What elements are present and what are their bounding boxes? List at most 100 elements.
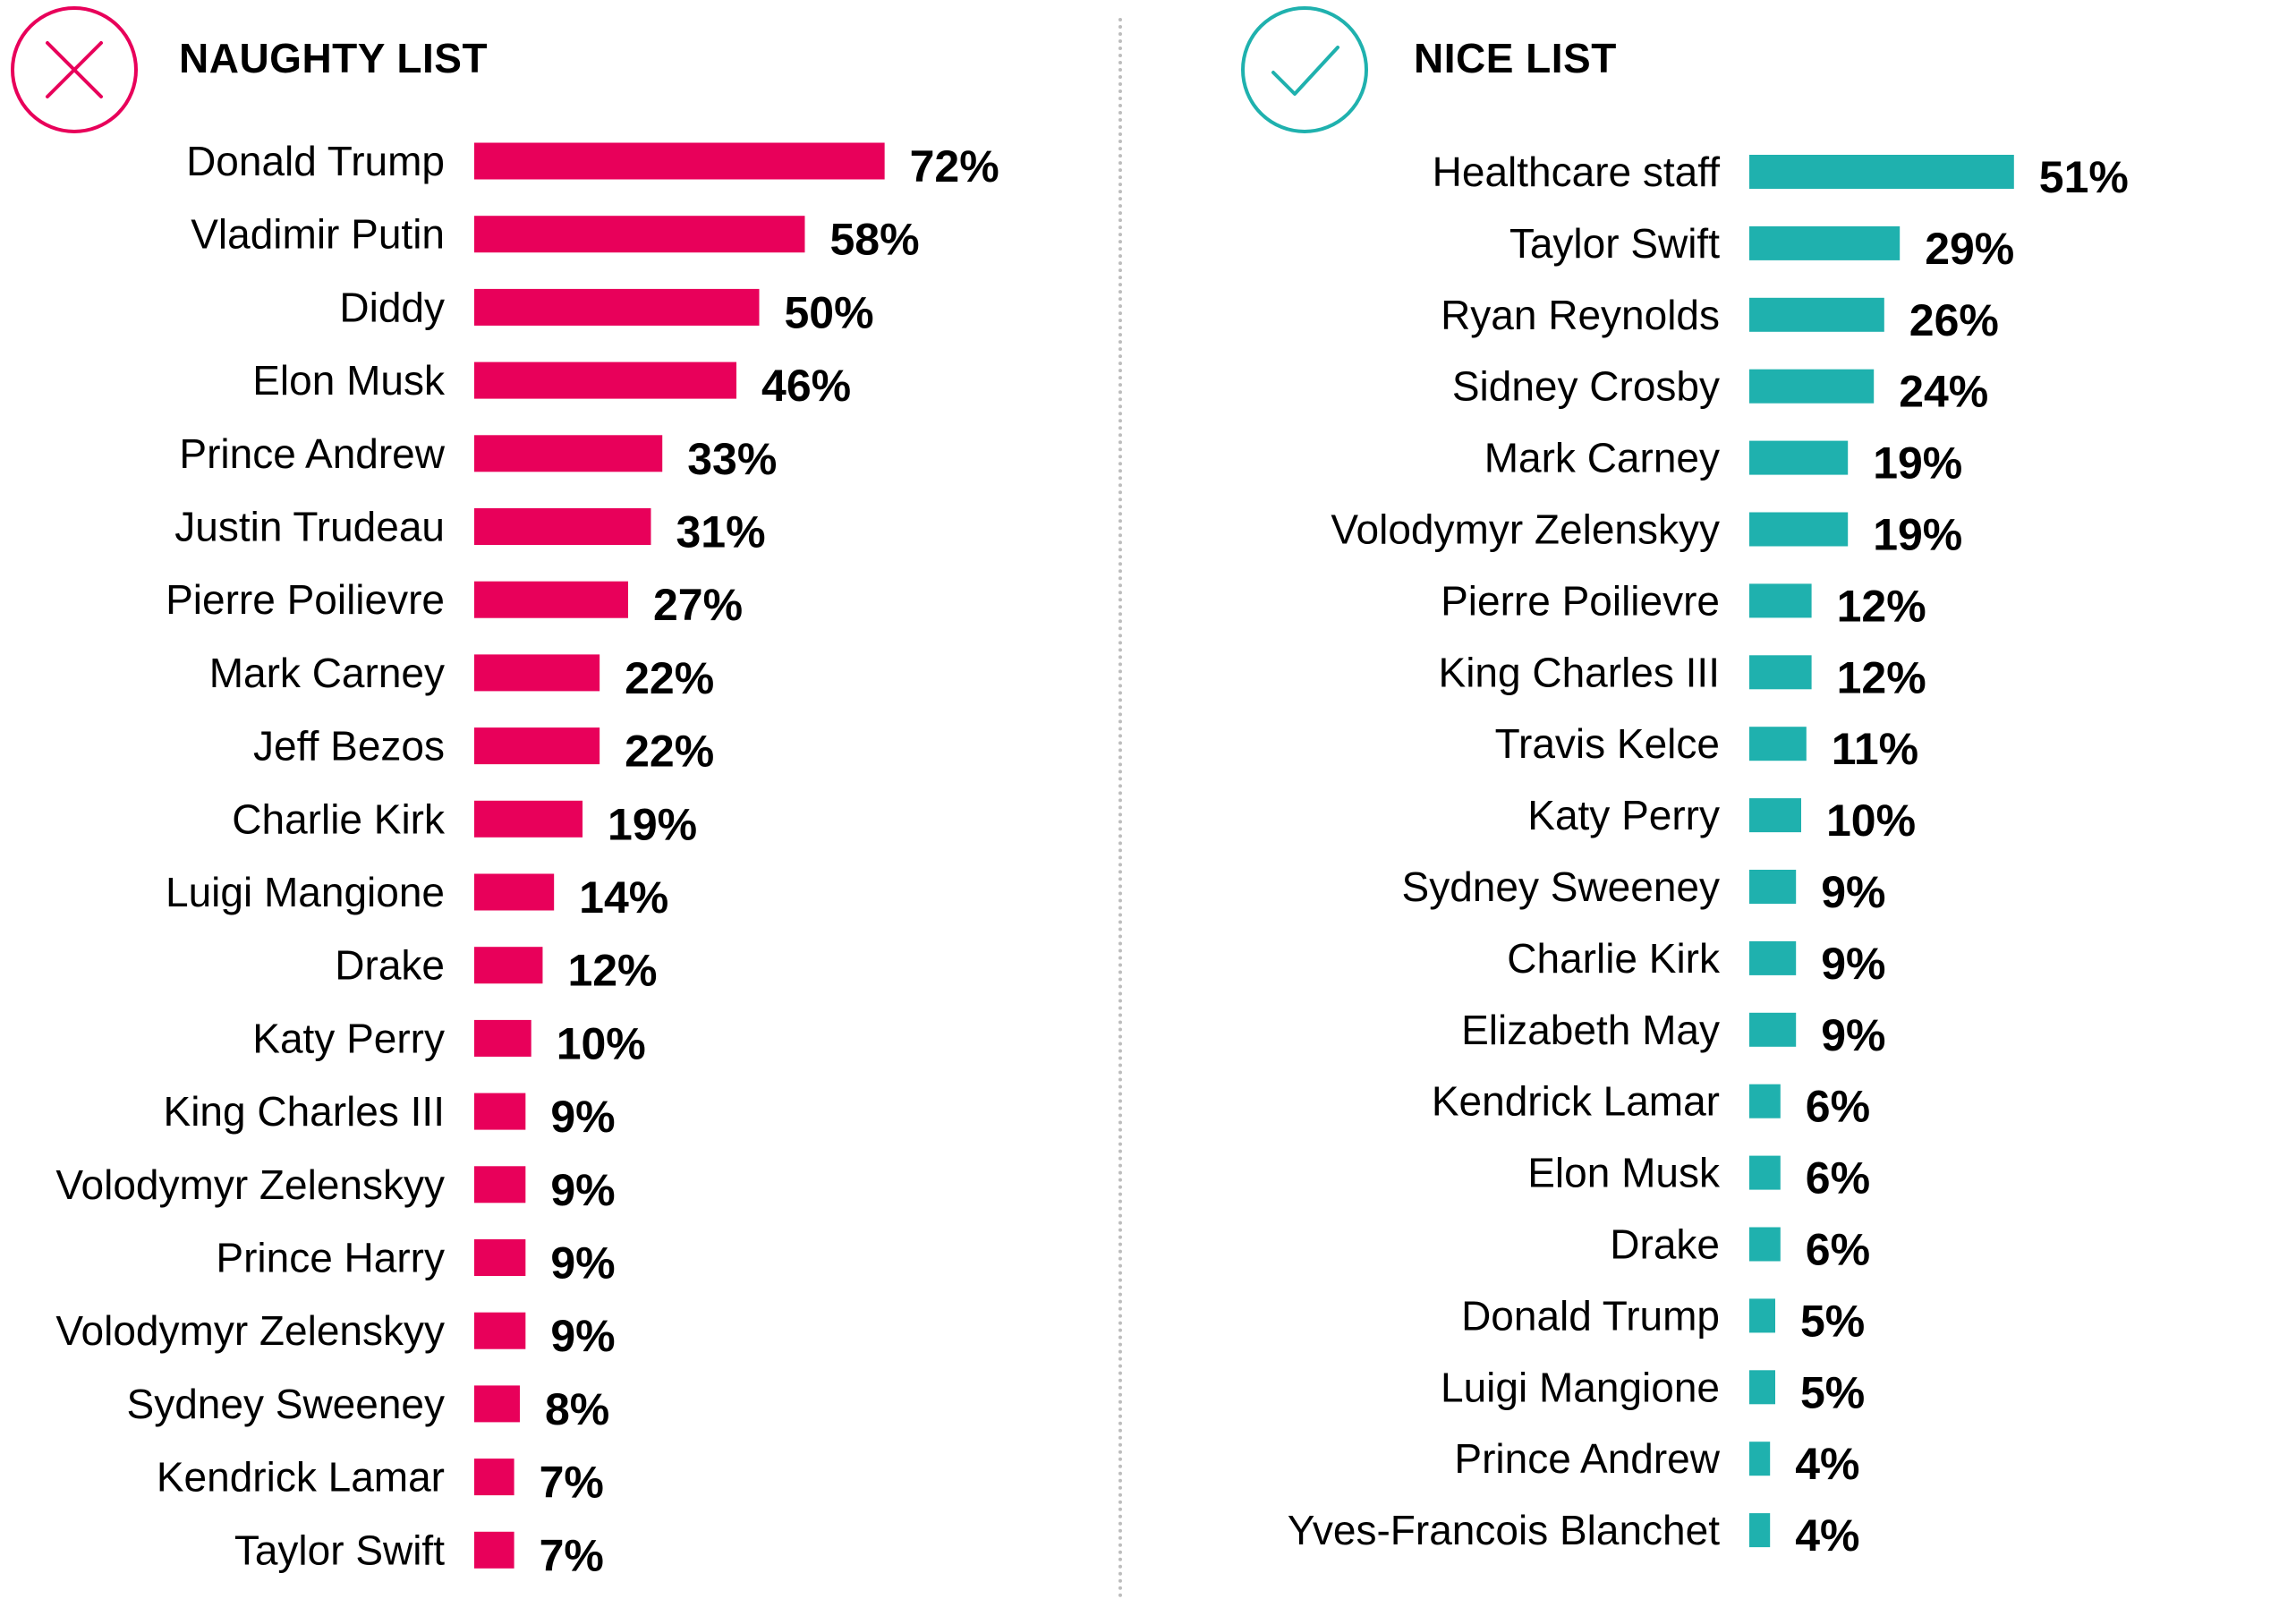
value-label: 12%	[1837, 652, 1926, 702]
bar	[1749, 440, 1849, 475]
value-label: 24%	[1899, 367, 1988, 417]
naughty-list-header: NAUGHTY LIST	[0, 0, 1118, 134]
value-label: 51%	[2039, 152, 2129, 202]
bar	[1749, 512, 1849, 547]
value-label: 5%	[1800, 1367, 1865, 1417]
bar	[1749, 225, 1901, 260]
value-label: 14%	[579, 872, 668, 923]
nice-list-title: NICE LIST	[1414, 35, 1617, 81]
category-label: Sidney Crosby	[1452, 363, 1720, 410]
value-label: 9%	[550, 1092, 615, 1142]
bar	[1749, 1298, 1775, 1333]
bar	[474, 873, 555, 911]
value-label: 9%	[1821, 939, 1885, 989]
bar	[474, 508, 651, 545]
category-label: Justin Trudeau	[174, 504, 445, 550]
category-label: Mark Carney	[1484, 435, 1720, 481]
bar	[474, 142, 885, 180]
bar	[474, 654, 600, 692]
bar	[1749, 1227, 1781, 1262]
category-label: Prince Harry	[216, 1235, 445, 1281]
category-label: Elon Musk	[252, 357, 446, 404]
bar	[1749, 727, 1807, 761]
value-label: 19%	[1873, 438, 1962, 489]
value-label: 8%	[545, 1384, 609, 1434]
value-label: 19%	[608, 799, 697, 849]
category-label: Taylor Swift	[1509, 220, 1720, 267]
value-label: 6%	[1806, 1225, 1870, 1275]
category-label: Kendrick Lamar	[157, 1454, 445, 1501]
value-label: 22%	[625, 653, 714, 703]
nice-list-chart: Healthcare staff 51% Taylor Swift 29% Ryan R…	[1288, 149, 2129, 1561]
value-label: 5%	[1800, 1296, 1865, 1346]
category-label: King Charles III	[1439, 649, 1720, 695]
value-label: 11%	[1832, 724, 1918, 774]
bar	[474, 1385, 520, 1423]
category-label: Drake	[1610, 1221, 1720, 1268]
category-label: Sydney Sweeney	[1402, 863, 1720, 910]
value-label: 10%	[1826, 795, 1916, 846]
value-label: 58%	[829, 215, 919, 265]
category-label: Yves-Francois Blanchet	[1288, 1507, 1720, 1553]
bar	[474, 1093, 526, 1130]
value-label: 6%	[1806, 1082, 1870, 1132]
category-label: Charlie Kirk	[232, 795, 446, 842]
bar	[474, 1239, 526, 1276]
category-label: Drake	[335, 942, 445, 989]
bar	[474, 947, 543, 984]
value-label: 4%	[1795, 1510, 1859, 1561]
bar	[474, 216, 805, 253]
bar	[474, 1166, 526, 1204]
category-label: Elizabeth May	[1461, 1007, 1720, 1053]
value-label: 19%	[1873, 510, 1962, 560]
bar	[1749, 798, 1801, 833]
value-label: 31%	[676, 507, 765, 557]
value-label: 12%	[1837, 581, 1926, 631]
value-label: 10%	[557, 1018, 646, 1068]
category-label: Volodymyr Zelenskyy	[55, 1307, 445, 1354]
category-label: Kendrick Lamar	[1432, 1078, 1720, 1125]
value-label: 27%	[653, 580, 743, 630]
category-label: Katy Perry	[252, 1015, 445, 1061]
value-label: 6%	[1806, 1153, 1870, 1204]
category-label: Donald Trump	[1461, 1292, 1720, 1339]
value-label: 22%	[625, 727, 714, 777]
category-label: Mark Carney	[209, 650, 445, 696]
category-label: Donald Trump	[186, 138, 445, 184]
value-label: 72%	[910, 141, 999, 191]
category-label: Luigi Mangione	[166, 869, 445, 915]
bar	[474, 727, 600, 765]
category-label: Elon Musk	[1527, 1150, 1721, 1196]
value-label: 9%	[1821, 867, 1885, 917]
category-label: Luigi Mangione	[1441, 1364, 1720, 1410]
bar	[474, 581, 628, 618]
bar	[1749, 583, 1812, 618]
category-label: Sydney Sweeney	[127, 1381, 445, 1427]
bar	[1749, 940, 1797, 975]
bar	[1749, 655, 1812, 690]
value-label: 9%	[1821, 1010, 1885, 1060]
value-label: 7%	[540, 1458, 604, 1508]
category-label: Prince Andrew	[1454, 1435, 1720, 1482]
value-label: 9%	[550, 1238, 615, 1289]
category-label: Healthcare staff	[1433, 149, 1721, 195]
bar	[474, 288, 760, 326]
category-label: Katy Perry	[1527, 792, 1720, 838]
bar	[1749, 1012, 1797, 1047]
category-label: Pierre Poilievre	[166, 576, 445, 623]
value-label: 4%	[1795, 1439, 1859, 1489]
bar	[1749, 870, 1797, 904]
value-label: 33%	[687, 434, 777, 484]
naughty-list-chart: Donald Trump 72% Vladimir Putin 58% Diddy 50%…	[55, 138, 999, 1580]
bar	[474, 1312, 526, 1349]
bar	[1749, 1442, 1771, 1476]
category-label: Vladimir Putin	[191, 211, 445, 258]
category-label: Pierre Poilievre	[1441, 577, 1720, 624]
category-label: Taylor Swift	[234, 1527, 445, 1573]
bar	[1749, 297, 1884, 332]
category-label: King Charles III	[164, 1088, 445, 1135]
bar	[474, 1531, 514, 1569]
category-label: Charlie Kirk	[1507, 935, 1721, 982]
bar	[1749, 1513, 1771, 1548]
value-label: 29%	[1925, 224, 2014, 274]
